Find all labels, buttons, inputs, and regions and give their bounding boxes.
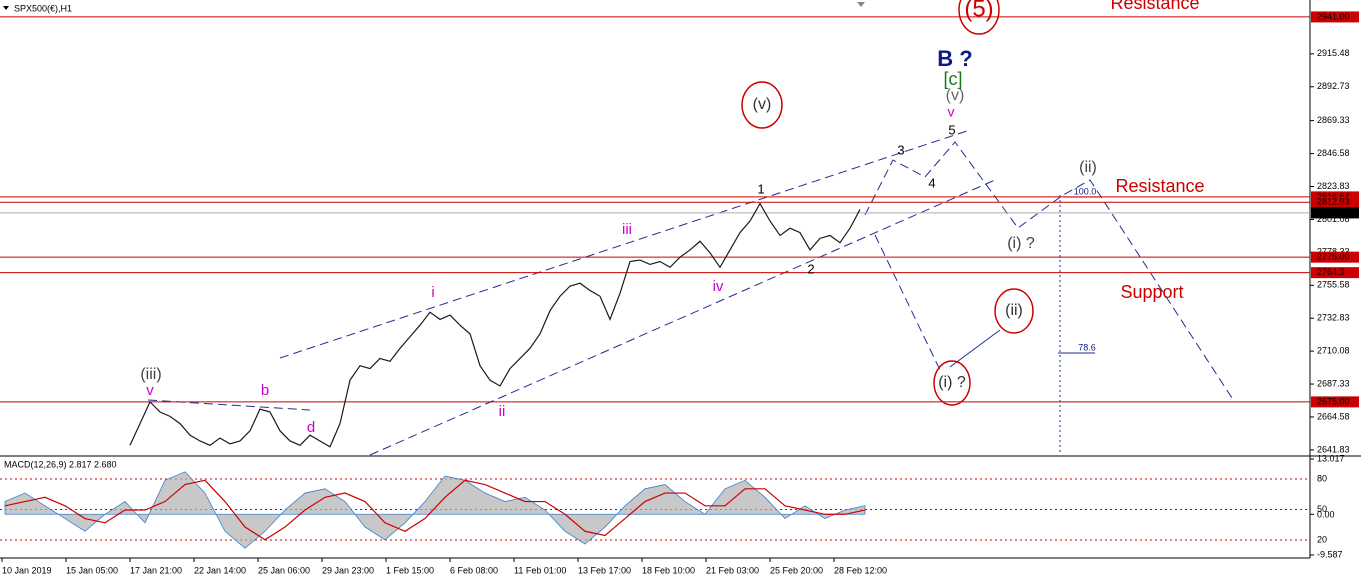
wave-label: (ii) xyxy=(1005,302,1023,319)
wave-label: 3 xyxy=(897,142,904,157)
level-tag xyxy=(1311,251,1359,263)
wave-circle xyxy=(958,0,1000,35)
wave-label: B ? xyxy=(937,46,972,71)
y2-tick-label: 80 xyxy=(1317,473,1327,483)
x-tick-label: 25 Jan 06:00 xyxy=(258,565,310,575)
y2-tick-label: 50 xyxy=(1317,504,1327,514)
wave-label: (5) xyxy=(964,0,993,22)
wave-line xyxy=(949,329,1001,368)
level-tag xyxy=(1311,267,1359,279)
wave-label: 5 xyxy=(948,122,955,137)
wave-label: Resistance xyxy=(1115,176,1204,196)
x-tick-label: 11 Feb 01:00 xyxy=(514,565,566,575)
x-tick-label: 17 Jan 21:00 xyxy=(130,565,182,575)
y-tick-label: 13.017 xyxy=(1317,453,1345,463)
level-tag xyxy=(1311,11,1359,23)
level-label: 2764.3 xyxy=(1317,267,1345,277)
scroll-marker xyxy=(857,2,865,7)
wave-label: 2 xyxy=(807,261,814,276)
x-tick-label: 29 Jan 23:00 xyxy=(322,565,374,575)
wave-label: (i) ? xyxy=(938,374,966,391)
wave-label: iv xyxy=(713,278,724,295)
x-tick-label: 28 Feb 12:00 xyxy=(834,565,887,575)
wave-circle xyxy=(933,360,971,406)
y-tick-label: 2823.83 xyxy=(1317,181,1350,191)
y-tick-label: 2869.33 xyxy=(1317,115,1350,125)
x-tick-label: 25 Feb 20:00 xyxy=(770,565,823,575)
level-tag xyxy=(1311,207,1359,219)
wave-label: b xyxy=(261,382,269,399)
wave-label: v xyxy=(146,382,154,399)
y2-tick-label: 20 xyxy=(1317,534,1327,544)
symbol-title: SPX500(€),H1 xyxy=(14,3,72,13)
wave-label: 4 xyxy=(928,175,935,190)
level-label: 2816.64 xyxy=(1317,191,1350,201)
wave-lines xyxy=(147,129,1233,456)
wave-label: v xyxy=(948,104,955,120)
wave-label: ii xyxy=(499,403,506,420)
macd-title: MACD(12,26,9) 2.817 2.680 xyxy=(4,459,117,469)
y-tick-label: 2641.83 xyxy=(1317,444,1350,454)
x-tick-label: 15 Jan 05:00 xyxy=(66,565,118,575)
wave-label: 1 xyxy=(757,181,764,196)
x-tick-label: 21 Feb 03:00 xyxy=(706,565,759,575)
wave-label: i xyxy=(431,284,434,301)
wave-label: (i) ? xyxy=(1007,235,1035,252)
wave-label: d xyxy=(307,419,315,436)
y-tick-label: 2755.58 xyxy=(1317,280,1350,290)
wave-circle xyxy=(741,81,783,129)
level-label: 2775.00 xyxy=(1317,252,1350,262)
wave-label: (iii) xyxy=(140,366,161,383)
y-tick-label: 2892.73 xyxy=(1317,81,1350,91)
level-label: 2812.93 xyxy=(1317,197,1350,207)
y-tick-label: -9.587 xyxy=(1317,549,1343,559)
wave-label: [c] xyxy=(943,69,962,89)
level-tag xyxy=(1311,396,1359,408)
x-tick-label: 6 Feb 08:00 xyxy=(450,565,498,575)
level-label: 2941.00 xyxy=(1317,11,1350,21)
y-tick-label: 2915.48 xyxy=(1317,48,1350,58)
wave-circle xyxy=(994,288,1034,334)
wave-label: 100.0 xyxy=(1074,186,1097,196)
x-tick-label: 18 Feb 10:00 xyxy=(642,565,695,575)
x-tick-label: 1 Feb 15:00 xyxy=(386,565,434,575)
y-tick-label: 2710.08 xyxy=(1317,345,1350,355)
level-label: 2675.00 xyxy=(1317,396,1350,406)
y-tick-label: 2732.83 xyxy=(1317,313,1350,323)
x-tick-label: 13 Feb 17:00 xyxy=(578,565,631,575)
wave-label: (v) xyxy=(946,87,965,104)
wave-label: iii xyxy=(622,221,632,238)
y-tick-label: 2664.58 xyxy=(1317,411,1350,421)
x-tick-label: 10 Jan 2019 xyxy=(2,565,52,575)
wave-label: (v) xyxy=(753,96,772,113)
x-tick-label: 22 Jan 14:00 xyxy=(194,565,246,575)
price-line xyxy=(129,202,861,448)
level-label: 2805.57 xyxy=(1317,207,1350,217)
wave-label: 78.6 xyxy=(1078,342,1096,352)
wave-label: Resistance xyxy=(1110,0,1199,13)
wave-label: (ii) xyxy=(1079,159,1097,176)
y-tick-label: 0.00 xyxy=(1317,510,1335,520)
y-tick-label: 2687.33 xyxy=(1317,378,1350,388)
wave-label: Support xyxy=(1120,282,1183,302)
signal-line xyxy=(4,479,866,541)
menu-icon xyxy=(3,6,9,10)
level-tag xyxy=(1311,196,1359,208)
y-tick-label: 2846.58 xyxy=(1317,148,1350,158)
y-tick-label: 2801.08 xyxy=(1317,214,1350,224)
